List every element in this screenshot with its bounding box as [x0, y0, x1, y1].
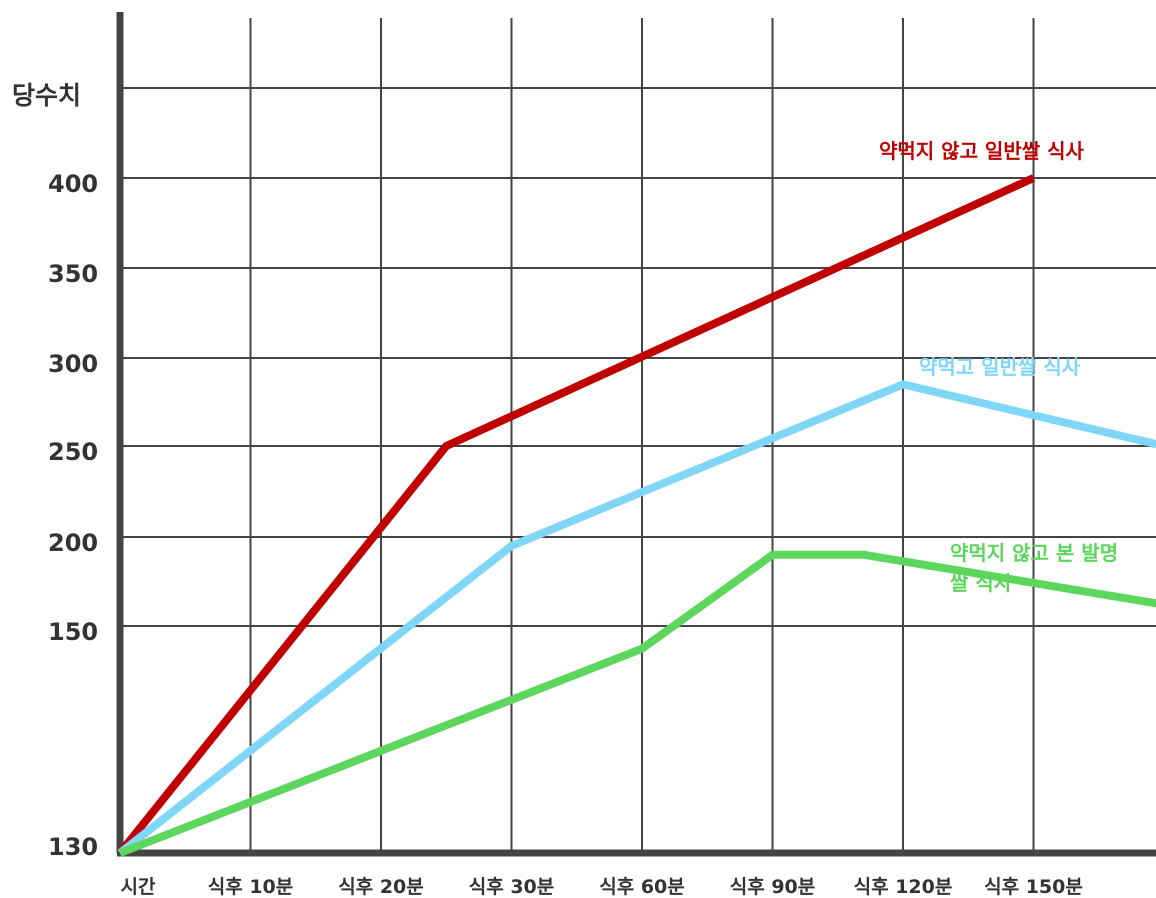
y-tick-label: 400 [48, 170, 98, 198]
series-label-no-medicine-regular-rice: 약먹지 않고 일반쌀 식사 [879, 139, 1084, 163]
x-tick-labels: 시간 식후 10분 식후 20분 식후 30분 식후 60분 식후 90분 식후 120분 식… [121, 876, 1083, 898]
series-label-no-medicine-invention-rice-line2: 쌀 식사 [950, 571, 1013, 595]
y-tick-labels: 130 150 200 250 300 350 400 [48, 170, 98, 861]
axes [116, 12, 1156, 857]
series-label-medicine-regular-rice: 약먹고 일반쌀 식사 [919, 355, 1081, 379]
series-line-0 [116, 174, 1036, 856]
x-tick-label: 식후 120분 [854, 876, 953, 898]
x-tick-label: 식후 20분 [338, 876, 424, 898]
x-tick-label: 식후 10분 [208, 876, 294, 898]
x-tick-label: 식후 150분 [984, 876, 1083, 898]
series-labels: 약먹지 않고 일반쌀 식사 약먹고 일반쌀 식사 약먹지 않고 본 발명 쌀 식… [879, 139, 1118, 595]
y-tick-label: 130 [48, 833, 98, 861]
y-tick-label: 150 [48, 618, 98, 646]
x-tick-label: 식후 30분 [469, 876, 555, 898]
y-tick-label: 350 [48, 260, 98, 288]
y-axis-label: 당수치 [12, 81, 81, 110]
x-tick-label: 식후 90분 [730, 876, 816, 898]
x-tick-label: 식후 60분 [599, 876, 685, 898]
series-lines [116, 174, 1156, 857]
series-label-no-medicine-invention-rice-line1: 약먹지 않고 본 발명 [950, 541, 1118, 565]
y-tick-label: 300 [48, 350, 98, 378]
x-tick-label: 시간 [121, 876, 156, 898]
y-tick-label: 250 [48, 438, 98, 466]
series-line-1 [117, 380, 1156, 857]
y-tick-label: 200 [48, 529, 98, 557]
series-line-2 [118, 550, 1156, 857]
